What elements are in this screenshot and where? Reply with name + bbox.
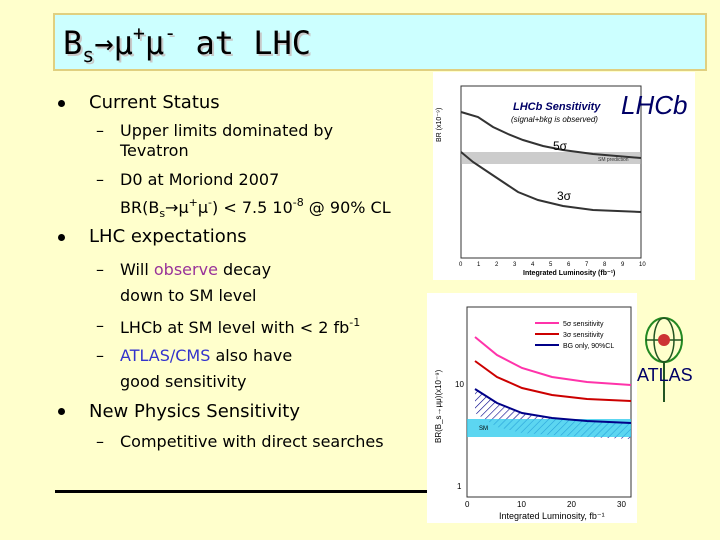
observe-a: Will <box>120 260 154 279</box>
dash: – <box>96 316 104 335</box>
lhcb-sensitivity-figure: SM prediction 5σ 3σ LHCb Sensitivity (si… <box>433 72 695 280</box>
legend-bg: BG only, 90%CL <box>563 343 614 350</box>
atlas-band-label: SM <box>479 426 488 432</box>
atlas-xtick-10: 10 <box>517 500 526 509</box>
title-arrow: →μ <box>94 24 133 62</box>
atlas-logo-text: ATLAS <box>637 365 693 385</box>
atlas-ylabel: BR(B_s→μμ)(x10⁻⁹) <box>434 369 443 443</box>
br-e: @ 90% CL <box>303 198 391 217</box>
br-sup1: + <box>188 196 198 209</box>
br-a: BR(B <box>120 198 160 217</box>
atlas-logo <box>636 310 702 410</box>
item-atlas-cms: ATLAS/CMS also have <box>120 346 292 365</box>
atlas-cms-word: ATLAS/CMS <box>120 346 211 365</box>
atlas-sensitivity-figure: SM 5σ sensitivity 3σ sensitivity BG only… <box>427 293 637 523</box>
lhcb-plot-title: LHCb Sensitivity <box>513 101 601 113</box>
observe-c: decay <box>217 260 272 279</box>
title-sub: s <box>82 43 95 67</box>
item-tevatron: Tevatron <box>120 141 189 160</box>
dash: – <box>96 346 104 365</box>
lhcb-xtick: 2 <box>495 262 499 268</box>
lhcb-xticks: 0 1 2 3 4 5 6 7 8 9 10 <box>459 262 646 268</box>
bullet-current-status: Current Status <box>89 92 220 113</box>
lhcb-sup: -1 <box>349 316 361 329</box>
title-sup1: + <box>132 21 145 45</box>
item-lhcb-sm: LHCb at SM level with < 2 fb-1 <box>120 316 360 337</box>
title-mu2: μ <box>144 24 165 62</box>
atlas-sm-band <box>467 419 631 437</box>
lhcb-logo: LHCb <box>621 90 687 120</box>
title-b: B <box>63 24 83 62</box>
lhcb-xtick: 8 <box>603 262 607 268</box>
atlas-xtick-0: 0 <box>465 500 470 509</box>
atlas-logo-svg <box>645 317 683 402</box>
atlas-bg-curve <box>474 388 632 424</box>
dash: – <box>96 432 104 451</box>
atlas-3sigma-curve <box>474 360 632 402</box>
lhcb-xlabel: Integrated Luminosity (fb⁻¹) <box>523 270 615 277</box>
lhcb-xtick: 3 <box>513 262 517 268</box>
br-sup3: -8 <box>292 196 304 209</box>
item-d0-br: BR(Bs→μ+μ-) < 7.5 10-8 @ 90% CL <box>120 196 391 220</box>
title-box: Bs→μ+μ- at LHC <box>53 13 707 71</box>
lhcb-xtick: 1 <box>477 262 481 268</box>
legend-3sigma: 3σ sensitivity <box>563 332 604 339</box>
bullet-lhc-expectations: LHC expectations <box>89 226 247 247</box>
atlas-xlabel: Integrated Luminosity, fb⁻¹ <box>499 511 605 521</box>
lhcb-xtick: 0 <box>459 262 463 268</box>
title-sup2: - <box>164 21 177 45</box>
lhcb-5sigma-label: 5σ <box>553 139 568 153</box>
lhcb-3sigma-curve <box>460 151 642 213</box>
atlas-xtick-20: 20 <box>567 500 576 509</box>
lhcb-a: LHCb at SM level with < 2 fb <box>120 318 350 337</box>
item-will-observe: Will observe decay <box>120 260 271 279</box>
lhcb-5sigma-curve <box>460 111 642 159</box>
item-upper-limits: Upper limits dominated by <box>120 121 334 140</box>
lhcb-xtick: 5 <box>549 262 553 268</box>
item-sm-level: down to SM level <box>120 286 257 305</box>
item-good-sensitivity: good sensitivity <box>120 372 247 391</box>
lhcb-xtick: 7 <box>585 262 589 268</box>
item-competitive: Competitive with direct searches <box>120 432 384 451</box>
lhcb-xtick: 6 <box>567 262 571 268</box>
observe-word: observe <box>153 260 218 279</box>
atlas-plot-svg: SM 5σ sensitivity 3σ sensitivity BG only… <box>434 306 632 521</box>
lhcb-xtick: 10 <box>639 262 646 268</box>
bullet-new-physics: New Physics Sensitivity <box>89 401 300 422</box>
atlas-cms-b: also have <box>210 346 293 365</box>
atlas-ytick-1: 1 <box>457 482 462 491</box>
dash: – <box>96 121 104 140</box>
br-sub: s <box>159 207 166 220</box>
lhcb-ylabel: BR (x10⁻⁹) <box>436 108 443 142</box>
legend-5sigma: 5σ sensitivity <box>563 321 604 328</box>
lhcb-xtick: 4 <box>531 262 535 268</box>
lhcb-plot-svg: SM prediction 5σ 3σ LHCb Sensitivity (si… <box>436 85 687 277</box>
br-d: ) < 7.5 10 <box>212 198 293 217</box>
atlas-xtick-30: 30 <box>617 500 626 509</box>
bullet-dot <box>58 408 65 415</box>
slide-title: Bs→μ+μ- at LHC <box>63 21 311 67</box>
atlas-ytick-10: 10 <box>455 380 464 389</box>
lhcb-plot-subtitle: (signal+bkg is observed) <box>511 115 598 124</box>
divider-line <box>55 490 433 493</box>
br-sup2: - <box>208 196 213 209</box>
dash: – <box>96 260 104 279</box>
lhcb-xtick: 9 <box>621 262 625 268</box>
lhcb-sm-label: SM prediction <box>598 157 629 163</box>
br-b: →μ <box>165 198 189 217</box>
bullet-dot <box>58 100 65 107</box>
br-c: μ <box>197 198 209 217</box>
bullet-dot <box>58 234 65 241</box>
dash: – <box>96 170 104 189</box>
title-rest: at LHC <box>176 24 312 62</box>
lhcb-3sigma-label: 3σ <box>557 189 572 203</box>
atlas-5sigma-curve <box>474 336 632 386</box>
lhcb-plot-frame <box>460 85 642 259</box>
item-d0: D0 at Moriond 2007 <box>120 170 280 189</box>
